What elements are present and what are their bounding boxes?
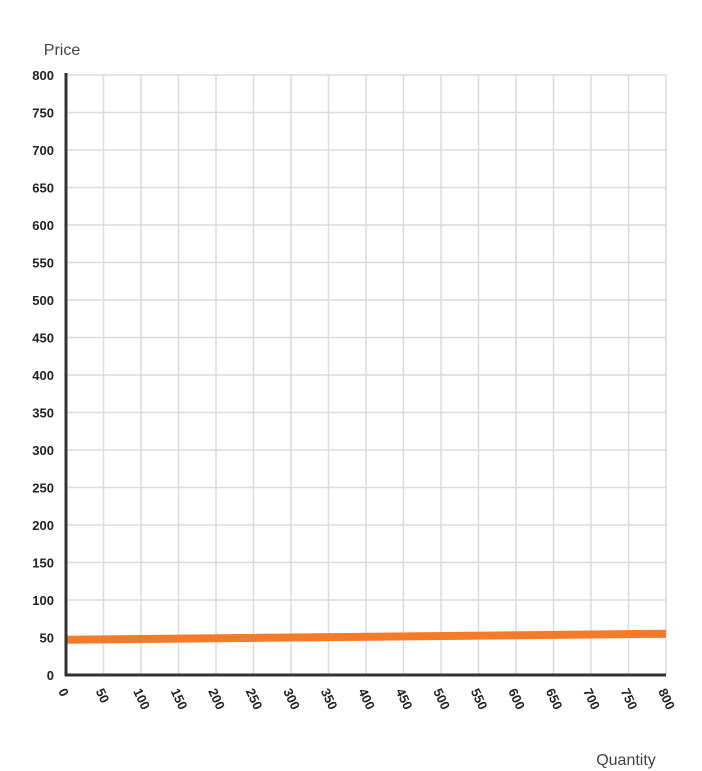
y-tick-label: 100 [32, 593, 54, 608]
x-tick-labels: 0 50 100 150 200 250 300 350 400 450 500 550 600 650 7… [55, 686, 678, 712]
y-tick-label: 400 [32, 368, 54, 383]
y-tick-label: 300 [32, 443, 54, 458]
x-tick-label: 200 [205, 686, 228, 712]
x-tick-label: 350 [318, 686, 341, 712]
x-tick-label: 450 [393, 686, 416, 712]
x-tick-label: 250 [243, 686, 266, 712]
x-tick-label: 600 [505, 686, 528, 712]
x-tick-label: 650 [543, 686, 566, 712]
y-tick-label: 600 [32, 218, 54, 233]
x-tick-label: 100 [130, 686, 153, 712]
series-layer [65, 629, 667, 644]
y-tick-label: 50 [40, 631, 54, 646]
y-tick-label: 500 [32, 293, 54, 308]
grid-lines [66, 74, 667, 675]
y-axis-title: Price [44, 42, 81, 59]
y-tick-label: 700 [32, 143, 54, 158]
y-tick-label: 450 [32, 331, 54, 346]
x-tick-label: 50 [93, 686, 113, 705]
y-tick-label: 250 [32, 481, 54, 496]
series-line-0[interactable] [65, 629, 667, 644]
x-tick-label: 400 [355, 686, 378, 712]
x-tick-label: 700 [580, 686, 603, 712]
y-tick-label: 550 [32, 256, 54, 271]
y-tick-label: 750 [32, 106, 54, 121]
x-tick-label: 500 [430, 686, 453, 712]
x-tick-label: 0 [55, 686, 72, 699]
y-tick-label: 0 [47, 668, 54, 683]
y-tick-label: 350 [32, 406, 54, 421]
x-tick-label: 800 [655, 686, 678, 712]
x-tick-label: 550 [468, 686, 491, 712]
y-tick-label: 150 [32, 556, 54, 571]
x-tick-label: 750 [618, 686, 641, 712]
x-tick-label: 150 [168, 686, 191, 712]
y-tick-label: 200 [32, 518, 54, 533]
y-tick-labels: 0 50 100 150 200 250 300 350 400 450 500 550 600 650 7… [32, 68, 54, 683]
x-tick-label: 300 [280, 686, 303, 712]
y-tick-label: 650 [32, 181, 54, 196]
x-axis-title: Quantity [596, 752, 656, 769]
y-tick-label: 800 [32, 68, 54, 83]
